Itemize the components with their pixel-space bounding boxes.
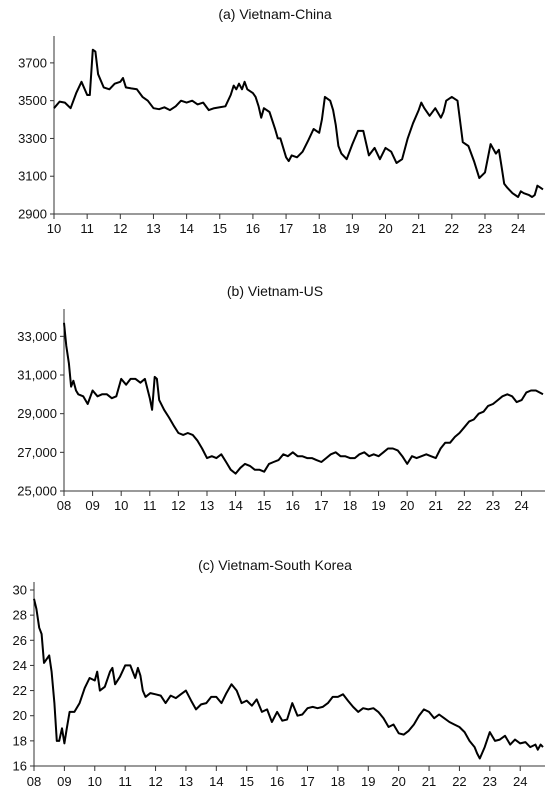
x-tick-label: 11 <box>118 774 132 789</box>
series-c <box>33 598 544 760</box>
y-tick-label: 3300 <box>18 131 47 146</box>
y-tick-label: 3700 <box>18 55 47 70</box>
x-tick-label: 23 <box>478 221 492 236</box>
x-tick-label: 19 <box>371 498 385 513</box>
x-tick-label: 11 <box>143 498 157 513</box>
x-tick-label: 24 <box>513 774 527 789</box>
series-line-b <box>63 322 544 475</box>
x-tick-label: 18 <box>331 774 345 789</box>
series-a <box>53 48 544 198</box>
x-tick-label: 12 <box>148 774 162 789</box>
x-tick-label: 12 <box>113 221 127 236</box>
y-tick-label: 3100 <box>18 169 47 184</box>
x-tick-label: 22 <box>457 498 471 513</box>
x-tick-label: 16 <box>246 221 260 236</box>
x-tick-label: 22 <box>452 774 466 789</box>
chart-title-b: (b) Vietnam-US <box>227 283 323 299</box>
y-tick-label: 16 <box>13 759 27 774</box>
x-tick-label: 24 <box>511 221 525 236</box>
x-tick-label: 24 <box>514 498 528 513</box>
axes-b: 25,000 27,000 29,000 31,000 33,000 08 09 10 11 12… <box>17 309 545 513</box>
x-tick-label: 08 <box>57 498 71 513</box>
x-tick-label: 08 <box>27 774 41 789</box>
chart-panel-a: (a) Vietnam-China 2900 3100 3300 3500 3700 10… <box>18 6 545 236</box>
x-tick-label: 13 <box>200 498 214 513</box>
chart-panel-b: (b) Vietnam-US 25,000 27,000 29,000 31,000 3… <box>17 283 545 513</box>
x-tick-label: 20 <box>391 774 405 789</box>
x-tick-label: 14 <box>179 221 193 236</box>
series-b <box>63 322 544 475</box>
y-tick-label: 20 <box>13 708 27 723</box>
x-tick-label: 19 <box>361 774 375 789</box>
x-tick-label: 13 <box>146 221 160 236</box>
axes-a: 2900 3100 3300 3500 3700 10 11 12 13 14 15 16 17 18 19… <box>18 36 545 236</box>
x-tick-label: 16 <box>270 774 284 789</box>
x-tick-label: 09 <box>57 774 71 789</box>
y-tick-label: 27,000 <box>17 445 57 460</box>
y-tick-label: 3500 <box>18 93 47 108</box>
x-tick-label: 17 <box>279 221 293 236</box>
y-tick-label: 26 <box>13 633 27 648</box>
x-tick-label: 16 <box>286 498 300 513</box>
x-tick-label: 17 <box>314 498 328 513</box>
y-tick-label: 30 <box>13 583 27 598</box>
x-tick-label: 20 <box>400 498 414 513</box>
x-tick-label: 15 <box>239 774 253 789</box>
x-tick-label: 09 <box>85 498 99 513</box>
y-tick-label: 2900 <box>18 207 47 222</box>
x-tick-label: 21 <box>429 498 443 513</box>
x-tick-label: 21 <box>422 774 436 789</box>
y-tick-label: 28 <box>13 608 27 623</box>
x-tick-label: 23 <box>486 498 500 513</box>
x-tick-label: 14 <box>209 774 223 789</box>
y-tick-label: 22 <box>13 683 27 698</box>
x-tick-label: 10 <box>47 221 61 236</box>
series-line-c <box>33 598 544 760</box>
x-tick-label: 22 <box>445 221 459 236</box>
x-tick-label: 19 <box>345 221 359 236</box>
y-tick-label: 25,000 <box>17 484 57 499</box>
x-tick-label: 15 <box>213 221 227 236</box>
y-tick-label: 18 <box>13 733 27 748</box>
axes-c: 16 18 20 22 24 26 28 30 08 09 10 11 12 13 14 15 16 17 18 19… <box>13 582 545 789</box>
y-tick-label: 24 <box>13 658 27 673</box>
x-tick-label: 23 <box>483 774 497 789</box>
x-tick-label: 15 <box>257 498 271 513</box>
x-tick-label: 21 <box>411 221 425 236</box>
x-tick-label: 10 <box>114 498 128 513</box>
x-tick-label: 20 <box>378 221 392 236</box>
y-tick-label: 33,000 <box>17 329 57 344</box>
x-tick-label: 17 <box>300 774 314 789</box>
chart-title-a: (a) Vietnam-China <box>218 6 332 22</box>
chart-title-c: (c) Vietnam-South Korea <box>198 557 352 573</box>
series-line-a <box>53 48 544 198</box>
x-tick-label: 14 <box>228 498 242 513</box>
x-tick-label: 18 <box>343 498 357 513</box>
x-tick-label: 12 <box>171 498 185 513</box>
y-tick-label: 29,000 <box>17 406 57 421</box>
x-tick-label: 18 <box>312 221 326 236</box>
x-tick-label: 13 <box>179 774 193 789</box>
x-tick-label: 10 <box>88 774 102 789</box>
chart-panel-c: (c) Vietnam-South Korea 16 18 20 22 24 26 28 30… <box>13 557 545 789</box>
x-tick-label: 11 <box>80 221 94 236</box>
y-tick-label: 31,000 <box>17 368 57 383</box>
